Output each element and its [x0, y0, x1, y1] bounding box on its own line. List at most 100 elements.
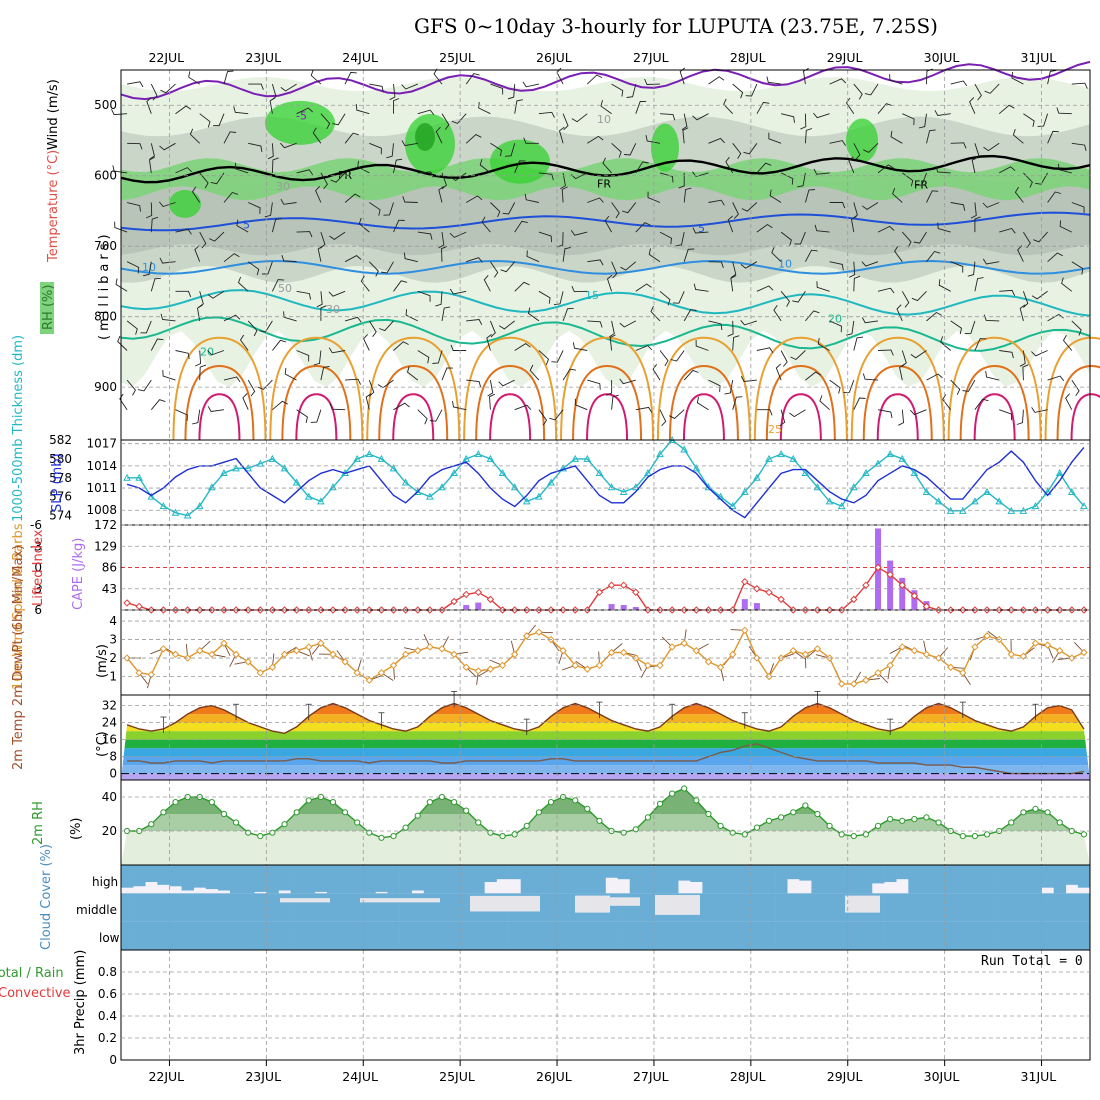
- thickness-line-point: [680, 445, 689, 453]
- upper-wind-barbs: [111, 67, 1088, 427]
- wind-barb: [406, 366, 419, 381]
- wind-barb: [329, 231, 346, 240]
- wind-barb: [780, 172, 794, 185]
- wind10m-line-point: [922, 650, 931, 659]
- cloud-high-bar: [326, 865, 340, 894]
- wind-barb: [393, 158, 403, 173]
- wind-barb: [1017, 245, 1024, 262]
- panel-frames: [120, 69, 1091, 1061]
- lifted-index-line-point: [765, 588, 773, 596]
- wind-barb: [800, 113, 807, 130]
- date-bottom-7: 29JUL: [827, 1069, 863, 1084]
- slp-ytick-2: 1011: [86, 481, 117, 495]
- slp-ytick-3: 1008: [86, 503, 117, 517]
- cloud-high-bar: [411, 865, 425, 891]
- rh2m-line-point: [802, 802, 809, 809]
- cloud-mid-bar: [750, 893, 764, 922]
- wind-barb: [659, 231, 672, 245]
- wind-barb: [983, 142, 1000, 152]
- rh2m-line-point: [475, 819, 482, 826]
- rh-ytick-0: 40: [102, 790, 117, 804]
- rh2m-line-point: [1080, 831, 1088, 838]
- rh-label-50: 50: [278, 282, 292, 295]
- wind-barb: [732, 202, 739, 219]
- wind-barb: [600, 100, 612, 115]
- rh2m-line-point: [305, 797, 312, 804]
- wind-barb: [780, 350, 788, 367]
- wind10m-line-point: [619, 648, 628, 657]
- wind-barb: [368, 320, 377, 337]
- wind-barb: [909, 409, 927, 416]
- cloud-mid-bar: [254, 893, 267, 922]
- wind-barb: [1035, 172, 1048, 185]
- cloud-mid-bar: [896, 893, 909, 922]
- contour-label-5-2: 5: [698, 222, 705, 235]
- cloud-high-bar: [690, 865, 703, 882]
- wind-barb: [150, 216, 159, 233]
- wind-barb: [1047, 69, 1057, 85]
- wind-barb: [743, 143, 758, 155]
- wind-barb: [529, 364, 540, 381]
- side-labels: Wind (m/s) Temperature (°C) RH (%) (mill…: [0, 79, 1083, 1055]
- thickness-line-point: [195, 502, 204, 510]
- wind-barb: [381, 261, 394, 274]
- wind-barb: [647, 191, 661, 203]
- chart-title: GFS 0~10day 3-hourly for LUPUTA (23.75E,…: [414, 14, 938, 38]
- rh2m-line-point: [790, 809, 797, 816]
- cloud-low-bar: [593, 921, 606, 950]
- li-ytick-0: -6: [30, 518, 42, 532]
- precip-ytick-0: 0.8: [98, 965, 117, 979]
- cloud-low-bar: [181, 921, 194, 950]
- cloud-low-bar: [423, 921, 437, 950]
- cloud-low-bar: [205, 921, 219, 950]
- wind-barb: [389, 84, 396, 101]
- rh2m-line-point: [935, 819, 942, 826]
- wind-barb: [551, 350, 564, 363]
- rh2m-line-point: [753, 824, 761, 831]
- wind-barb: [280, 83, 297, 92]
- wind10m-line-point: [837, 680, 846, 688]
- thickness-line-point: [123, 473, 131, 481]
- cape-bar-spike: [899, 577, 906, 610]
- wind10m-line-point: [498, 661, 507, 670]
- cloud-low-bar: [375, 921, 388, 950]
- wind10m-line-point: [305, 643, 313, 651]
- thickness-ytick-1: 580: [49, 452, 72, 466]
- cloud-mid-bar: [811, 893, 824, 922]
- cloud-high-bar: [714, 865, 727, 894]
- wind-barb: [1071, 261, 1084, 275]
- cloud-high-bar: [908, 865, 921, 894]
- cloud-high-bar: [944, 865, 958, 894]
- rh2m-line-point: [1032, 805, 1039, 813]
- cloud-mid-bar: [302, 893, 316, 922]
- run-total: Run Total = 0: [981, 954, 1083, 969]
- isotherm-minus5: [120, 60, 1091, 101]
- rh2m-line-point: [390, 833, 397, 840]
- thickness-line-point: [498, 469, 507, 477]
- thickness-line-point: [571, 454, 580, 462]
- cloud-high-bar: [932, 865, 945, 894]
- upper-ytick-3: 800: [94, 310, 117, 324]
- wind-barb: [417, 109, 435, 116]
- date-bottom-1: 23JUL: [245, 1069, 281, 1084]
- wind-barb: [1071, 320, 1082, 336]
- wind-barb: [935, 166, 951, 174]
- wind-barb: [465, 195, 483, 203]
- wind-barb: [272, 339, 287, 351]
- contour-label-5-1: 5: [243, 219, 250, 232]
- cloud-high-bar: [617, 865, 631, 880]
- thickness-line-point: [232, 464, 240, 472]
- warm-loop-1-1: [281, 364, 352, 441]
- wind-barb: [259, 320, 273, 333]
- cloud-high-bar: [787, 865, 800, 880]
- wind-barb: [272, 400, 288, 411]
- temp-band-5: [121, 731, 1090, 740]
- wind-barb: [149, 143, 155, 160]
- wind-barb: [862, 373, 879, 381]
- wind10m-line-point: [692, 646, 701, 655]
- precip-bg: [121, 950, 1090, 1060]
- wind-barb: [417, 409, 428, 425]
- wind-barb: [498, 320, 515, 330]
- wind-barb: [611, 83, 624, 97]
- wind-barb: [514, 343, 531, 351]
